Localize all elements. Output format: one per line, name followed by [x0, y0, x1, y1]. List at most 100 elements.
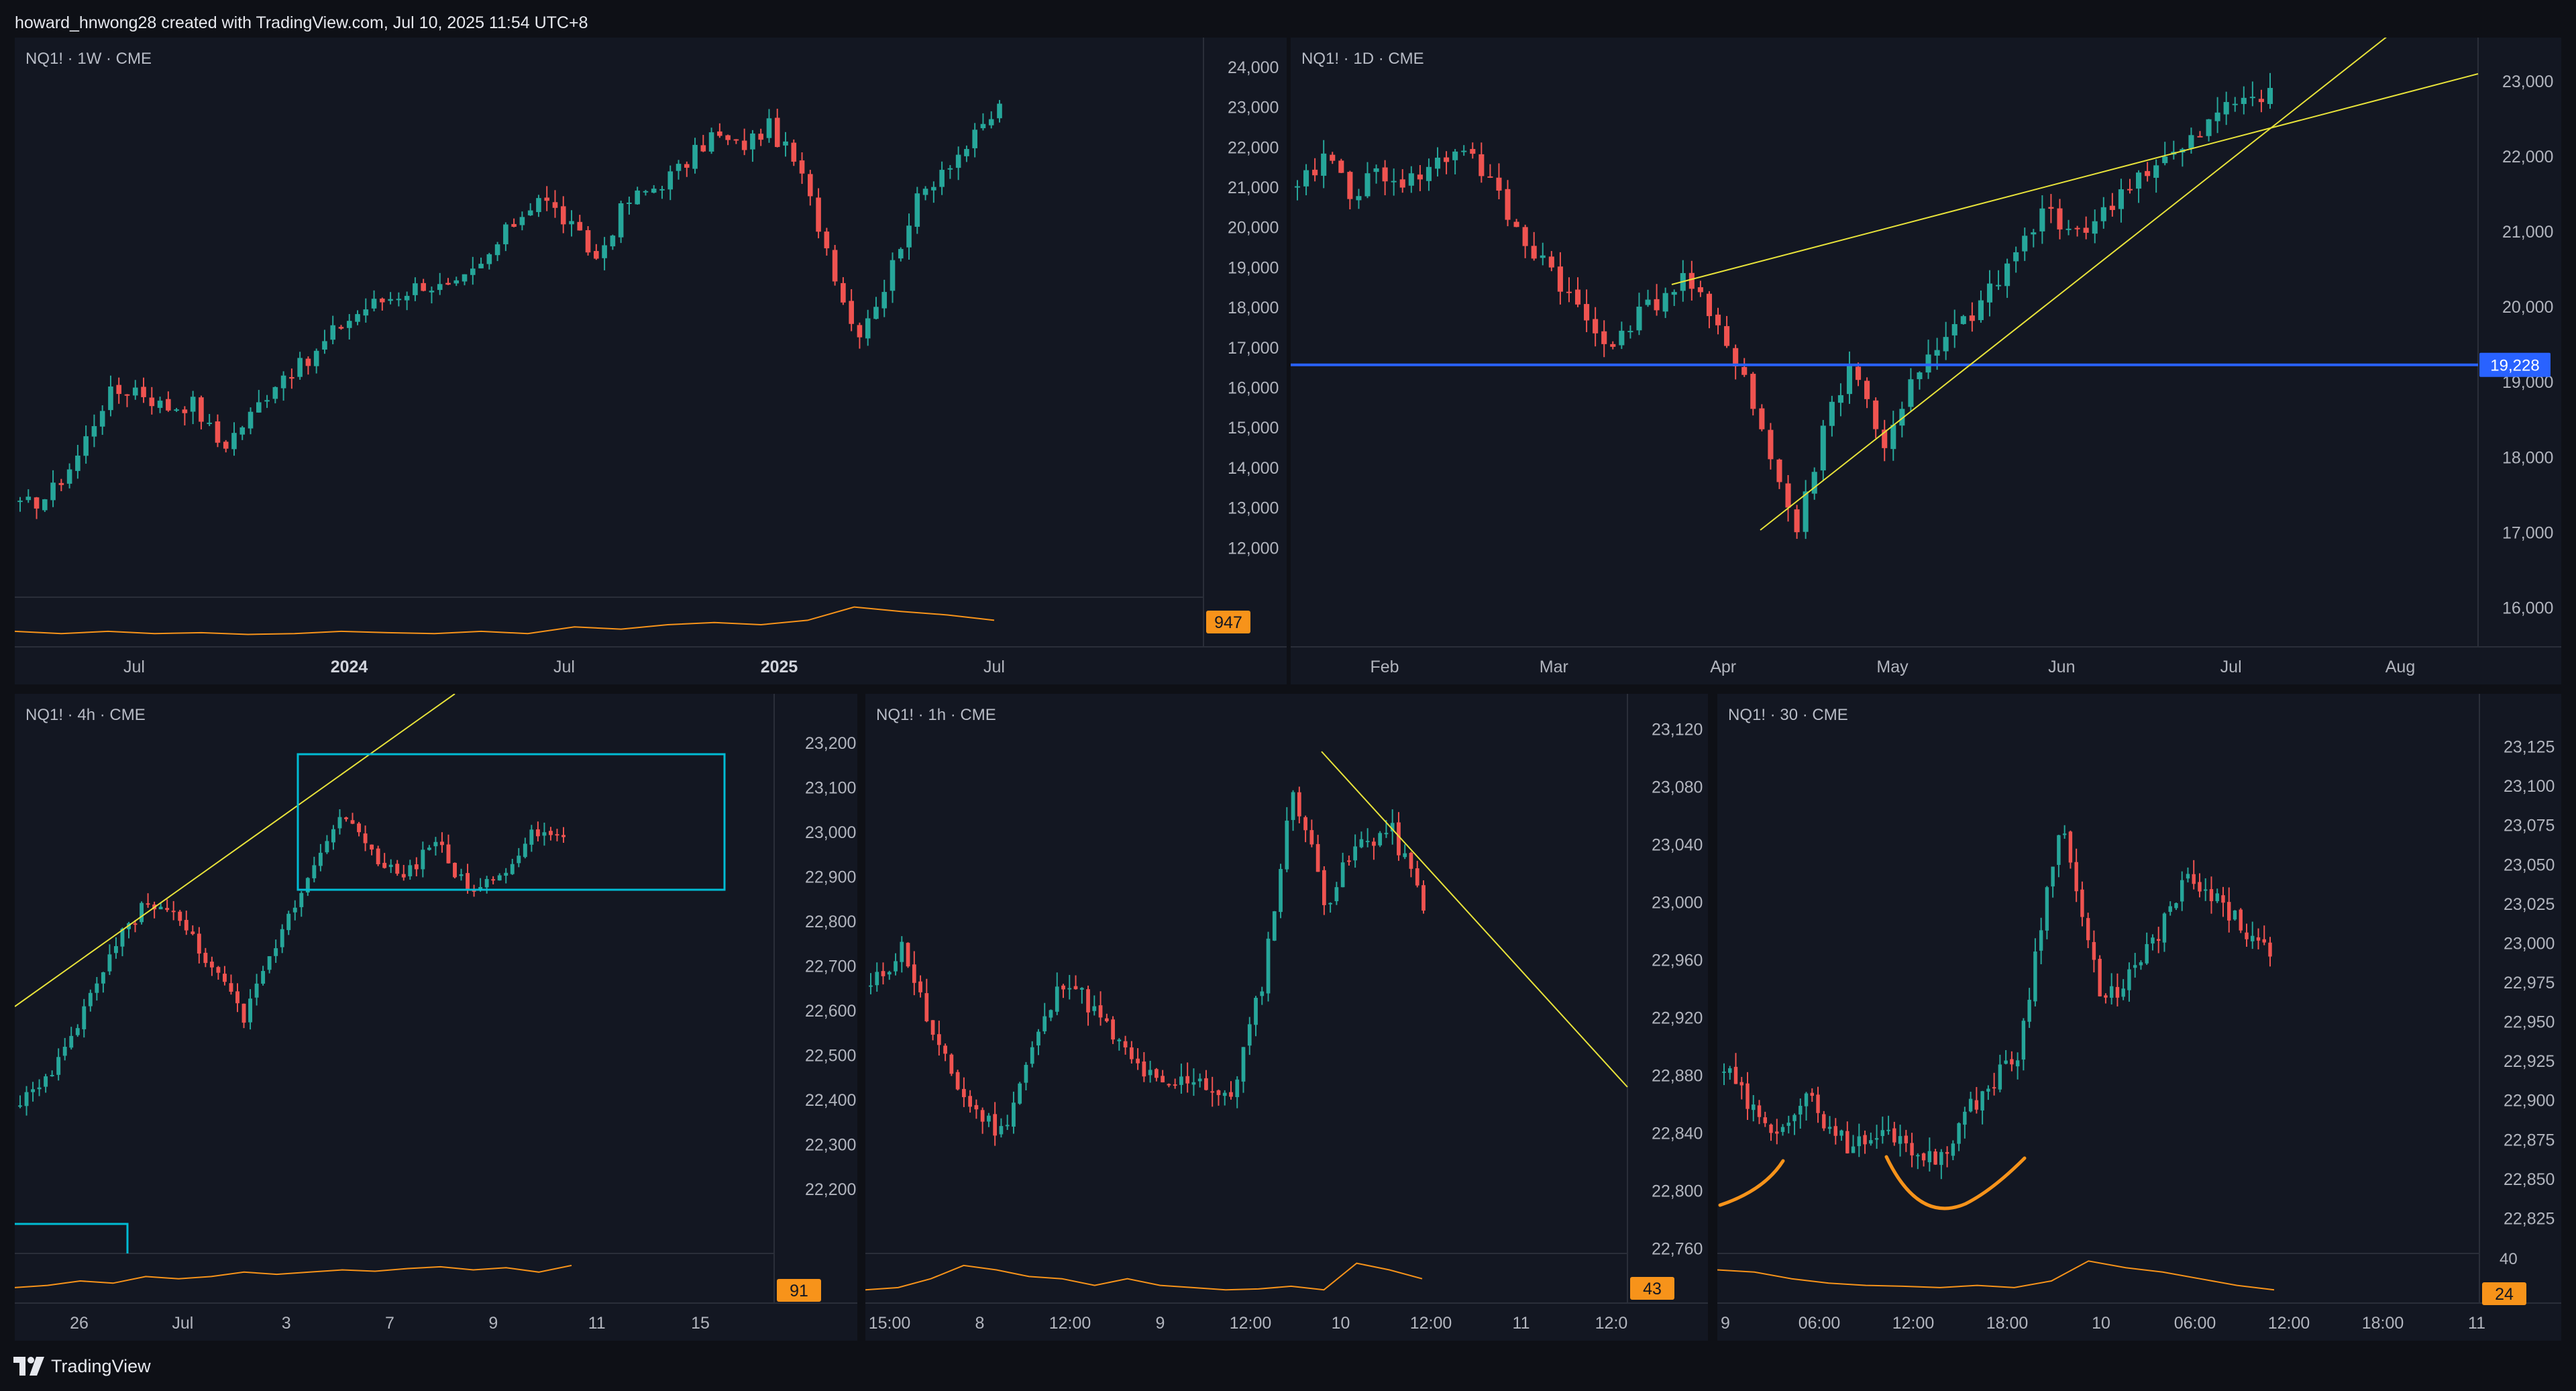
h1-chart-panel[interactable]: NQ1! · 1h · CME 22,760 22,800 22,840 22,880…: [865, 694, 1708, 1341]
candle-body: [865, 318, 871, 339]
candle-body: [1785, 483, 1791, 508]
candle-body: [203, 952, 208, 964]
daily-chart-panel[interactable]: NQ1! · 1D · CME 16,000 17,000 18,000 19,000…: [1291, 38, 2561, 684]
candle-body: [2267, 88, 2273, 104]
x-tick-label: 12:0: [1595, 1314, 1628, 1333]
candle-body: [1816, 1094, 1820, 1113]
candle-body: [635, 190, 640, 205]
candle-body: [1235, 1079, 1240, 1098]
candle-body: [1241, 1047, 1246, 1082]
candle-body: [149, 397, 155, 407]
candle-body: [322, 341, 327, 350]
y-tick-label: 22,900: [805, 868, 856, 887]
candle-body: [355, 314, 360, 322]
candle-body: [2245, 932, 2249, 939]
x-tick-label: 12:00: [1049, 1314, 1091, 1333]
x-tick-label: Jun: [2048, 658, 2075, 676]
candle-body: [536, 198, 541, 213]
candle-body: [857, 325, 863, 338]
candle-body: [1768, 429, 1774, 460]
y-tick-label: 22,840: [1652, 1124, 1703, 1143]
candle-body: [174, 409, 179, 411]
candle-body: [692, 144, 698, 169]
x-tick-label: May: [1876, 658, 1909, 676]
candle-body: [873, 307, 879, 319]
candle-body: [988, 119, 994, 125]
candle-body: [1399, 179, 1405, 188]
candle-body: [1316, 843, 1320, 872]
daily-chart-svg[interactable]: 16,00017,00018,00019,00020,00021,00022,0…: [1291, 38, 2561, 684]
candle-body: [330, 325, 336, 340]
volume-badge: [1206, 611, 1250, 633]
candle-body: [544, 197, 550, 201]
candle-body: [1123, 1041, 1128, 1047]
candle-body: [2109, 205, 2115, 210]
candle-body: [1820, 425, 1826, 471]
candle-body: [1917, 372, 1923, 380]
y-tick-label: 20,000: [1228, 219, 1279, 238]
candle-body: [1978, 300, 1984, 321]
m30-chart-svg[interactable]: 22,825 22,850 22,875 22,900 22,925 22,950 22,9…: [1717, 694, 2561, 1341]
candle-body: [1724, 326, 1730, 346]
footer-brand[interactable]: TradingView: [13, 1351, 151, 1381]
weekly-chart-panel[interactable]: NQ1! · 1W · CME 12,000 13,000 14,000 15,000…: [15, 38, 1287, 684]
x-tick-label: Apr: [1710, 658, 1736, 676]
y-tick-label: 23,040: [1652, 835, 1703, 854]
candle-body: [2145, 170, 2151, 176]
candle-body: [37, 1087, 42, 1090]
m30-chart-panel[interactable]: NQ1! · 30 · CME 22,825 22,850 22,875 22,900…: [1717, 694, 2561, 1341]
candle-body: [1763, 1117, 1767, 1123]
h4-chart-panel[interactable]: NQ1! · 4h · CME 22,200 22,300 22,400 22,500…: [15, 694, 857, 1341]
candle-body: [651, 189, 657, 193]
volume-badge: [777, 1279, 821, 1302]
candle-body: [1285, 821, 1289, 870]
candle-body: [1229, 1092, 1233, 1097]
candle-body: [363, 833, 368, 843]
candle-body: [141, 387, 146, 397]
candle-body: [470, 268, 476, 275]
candle-body: [510, 864, 515, 874]
h4-chart-svg[interactable]: 22,200 22,300 22,400 22,500 22,600 22,700 22,8…: [15, 694, 857, 1341]
candle-body: [69, 1035, 74, 1048]
y-tick-label: 20,000: [2502, 298, 2553, 317]
candle-body: [931, 187, 936, 191]
candle-body: [2031, 232, 2037, 235]
y-tick-label: 23,100: [805, 779, 856, 798]
candle-body: [999, 1126, 1004, 1135]
x-tick-label: 18:00: [1986, 1314, 2029, 1333]
candle-body: [1995, 285, 2002, 287]
candle-body: [1566, 291, 1572, 293]
candle-body: [1839, 1130, 1843, 1136]
candle-body: [875, 972, 879, 986]
candle-body: [1452, 151, 1458, 160]
candle-body: [1086, 989, 1090, 1013]
x-tick-label: 18:00: [2362, 1314, 2404, 1333]
candle-body: [1167, 1084, 1171, 1086]
candle-body: [504, 872, 508, 876]
candle-body: [231, 433, 237, 450]
candle-body: [1845, 1131, 1849, 1153]
candle-body: [1886, 1129, 1890, 1131]
candle-body: [1974, 1100, 1979, 1110]
y-tick-label: 23,100: [2504, 777, 2555, 796]
candle-body: [930, 1020, 935, 1035]
candle-body: [297, 358, 303, 377]
weekly-chart-svg[interactable]: 12,000 13,000 14,000 15,000 16,000 17,000 18,0…: [15, 38, 1287, 684]
candle-body: [1873, 400, 1879, 429]
tradingview-logo-icon: [13, 1357, 44, 1376]
candle-body: [1998, 1064, 2002, 1090]
candle-body: [395, 864, 400, 874]
candle-body: [1303, 170, 1309, 187]
candle-body: [774, 117, 780, 148]
candle-body: [337, 817, 342, 829]
candle-body: [1776, 459, 1782, 482]
candle-body: [2186, 874, 2190, 879]
h1-chart-svg[interactable]: 22,760 22,800 22,840 22,880 22,920 22,960 23,0…: [865, 694, 1708, 1341]
candle-body: [1863, 1135, 1867, 1145]
candle-body: [1671, 292, 1677, 295]
candle-body: [34, 497, 40, 509]
candle-body: [1627, 331, 1633, 333]
candle-body: [2251, 935, 2255, 941]
candle-body: [1030, 1047, 1034, 1064]
candle-body: [18, 1105, 22, 1107]
